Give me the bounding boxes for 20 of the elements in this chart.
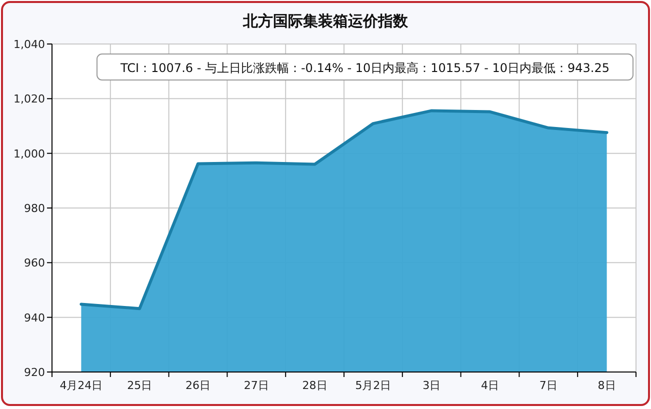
x-tick-label: 8日 bbox=[598, 379, 616, 392]
x-tick-label: 3日 bbox=[422, 379, 441, 392]
x-tick-label: 25日 bbox=[127, 379, 152, 392]
x-tick-label: 5月2日 bbox=[355, 379, 392, 392]
chart-title: 北方国际集装箱运价指数 bbox=[242, 12, 409, 30]
y-tick-label: 920 bbox=[24, 366, 45, 379]
annotation: TCI：1007.6 - 与上日比涨跌幅：-0.14% - 10日内最高：1015.57 - 10日内最低：943.25 bbox=[119, 61, 610, 75]
x-tick-label: 26日 bbox=[186, 379, 210, 392]
y-tick-label: 980 bbox=[24, 202, 45, 215]
x-tick-label: 28日 bbox=[302, 379, 328, 392]
annotation-box: TCI：1007.6 - 与上日比涨跌幅：-0.14% - 10日内最高：1015.57 - 10日内最低：943.25 bbox=[96, 54, 634, 80]
y-tick-label: 1,040 bbox=[14, 38, 45, 51]
y-tick-label: 960 bbox=[24, 256, 45, 270]
y-tick-label: 1,000 bbox=[14, 147, 45, 160]
x-tick-label: 4月24日 bbox=[60, 379, 103, 392]
x-tick-label: 4日 bbox=[481, 379, 499, 392]
y-tick-label: 1,020 bbox=[14, 92, 45, 106]
x-tick-label: 27日 bbox=[244, 379, 269, 392]
y-tick-label: 940 bbox=[24, 311, 45, 324]
x-tick-label: 7日 bbox=[539, 379, 558, 392]
